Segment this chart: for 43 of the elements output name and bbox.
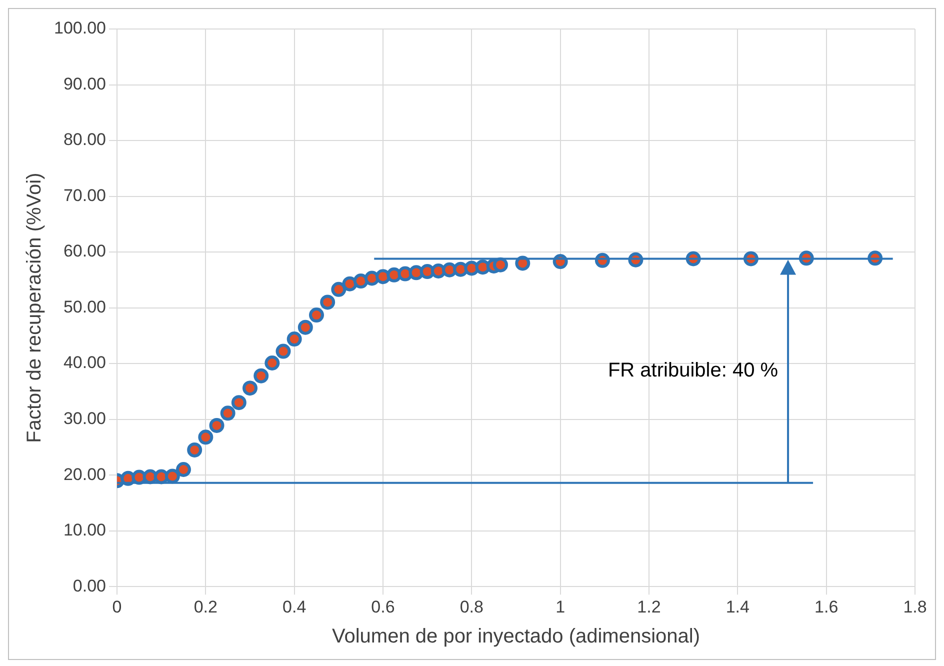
y-tick-label: 100.00 (54, 18, 106, 38)
point (342, 276, 358, 292)
y-tick-label: 60.00 (63, 242, 106, 261)
point (331, 282, 346, 297)
point (242, 380, 258, 396)
point (198, 430, 214, 445)
point (254, 368, 269, 384)
y-tick-label: 20.00 (63, 464, 106, 484)
y-tick-label: 50.00 (63, 297, 106, 316)
x-tick-label: 0 (112, 597, 122, 616)
point (320, 294, 336, 310)
x-tick-label: 1.2 (637, 597, 661, 616)
annotation: FR atribuible: 40 % (608, 359, 778, 382)
point (308, 308, 324, 323)
point (353, 274, 368, 289)
point (209, 418, 224, 433)
y-axis-title: Factor de recuperación (%Voi) (24, 172, 46, 443)
x-tick-label: 0.4 (282, 597, 306, 616)
point (231, 395, 246, 410)
point (164, 468, 180, 484)
point (220, 406, 236, 421)
x-tick-label: 1.4 (726, 597, 750, 616)
point (176, 462, 191, 478)
point (286, 332, 302, 347)
x-tick-label: 0.8 (460, 597, 484, 616)
x-tick-label: 1.6 (814, 597, 838, 616)
y-tick-label: 10.00 (63, 520, 106, 540)
point (492, 257, 508, 272)
x-tick-label: 0.6 (371, 597, 395, 616)
x-tick-label: 0.2 (194, 597, 218, 616)
point (276, 344, 291, 359)
y-tick-label: 0.00 (72, 576, 106, 596)
y-tick-label: 80.00 (63, 130, 106, 150)
y-tick-label: 40.00 (63, 353, 106, 372)
y-tick-label: 90.00 (63, 74, 106, 94)
x-tick-label: 1.8 (903, 597, 927, 616)
point (298, 320, 313, 335)
y-tick-label: 70.00 (63, 186, 106, 205)
point (187, 442, 202, 458)
y-tick-label: 30.00 (63, 409, 106, 428)
x-axis-title: Volumen de por inyectado (adimensional) (332, 626, 700, 648)
point (264, 356, 280, 371)
x-tick-label: 1 (556, 597, 566, 616)
